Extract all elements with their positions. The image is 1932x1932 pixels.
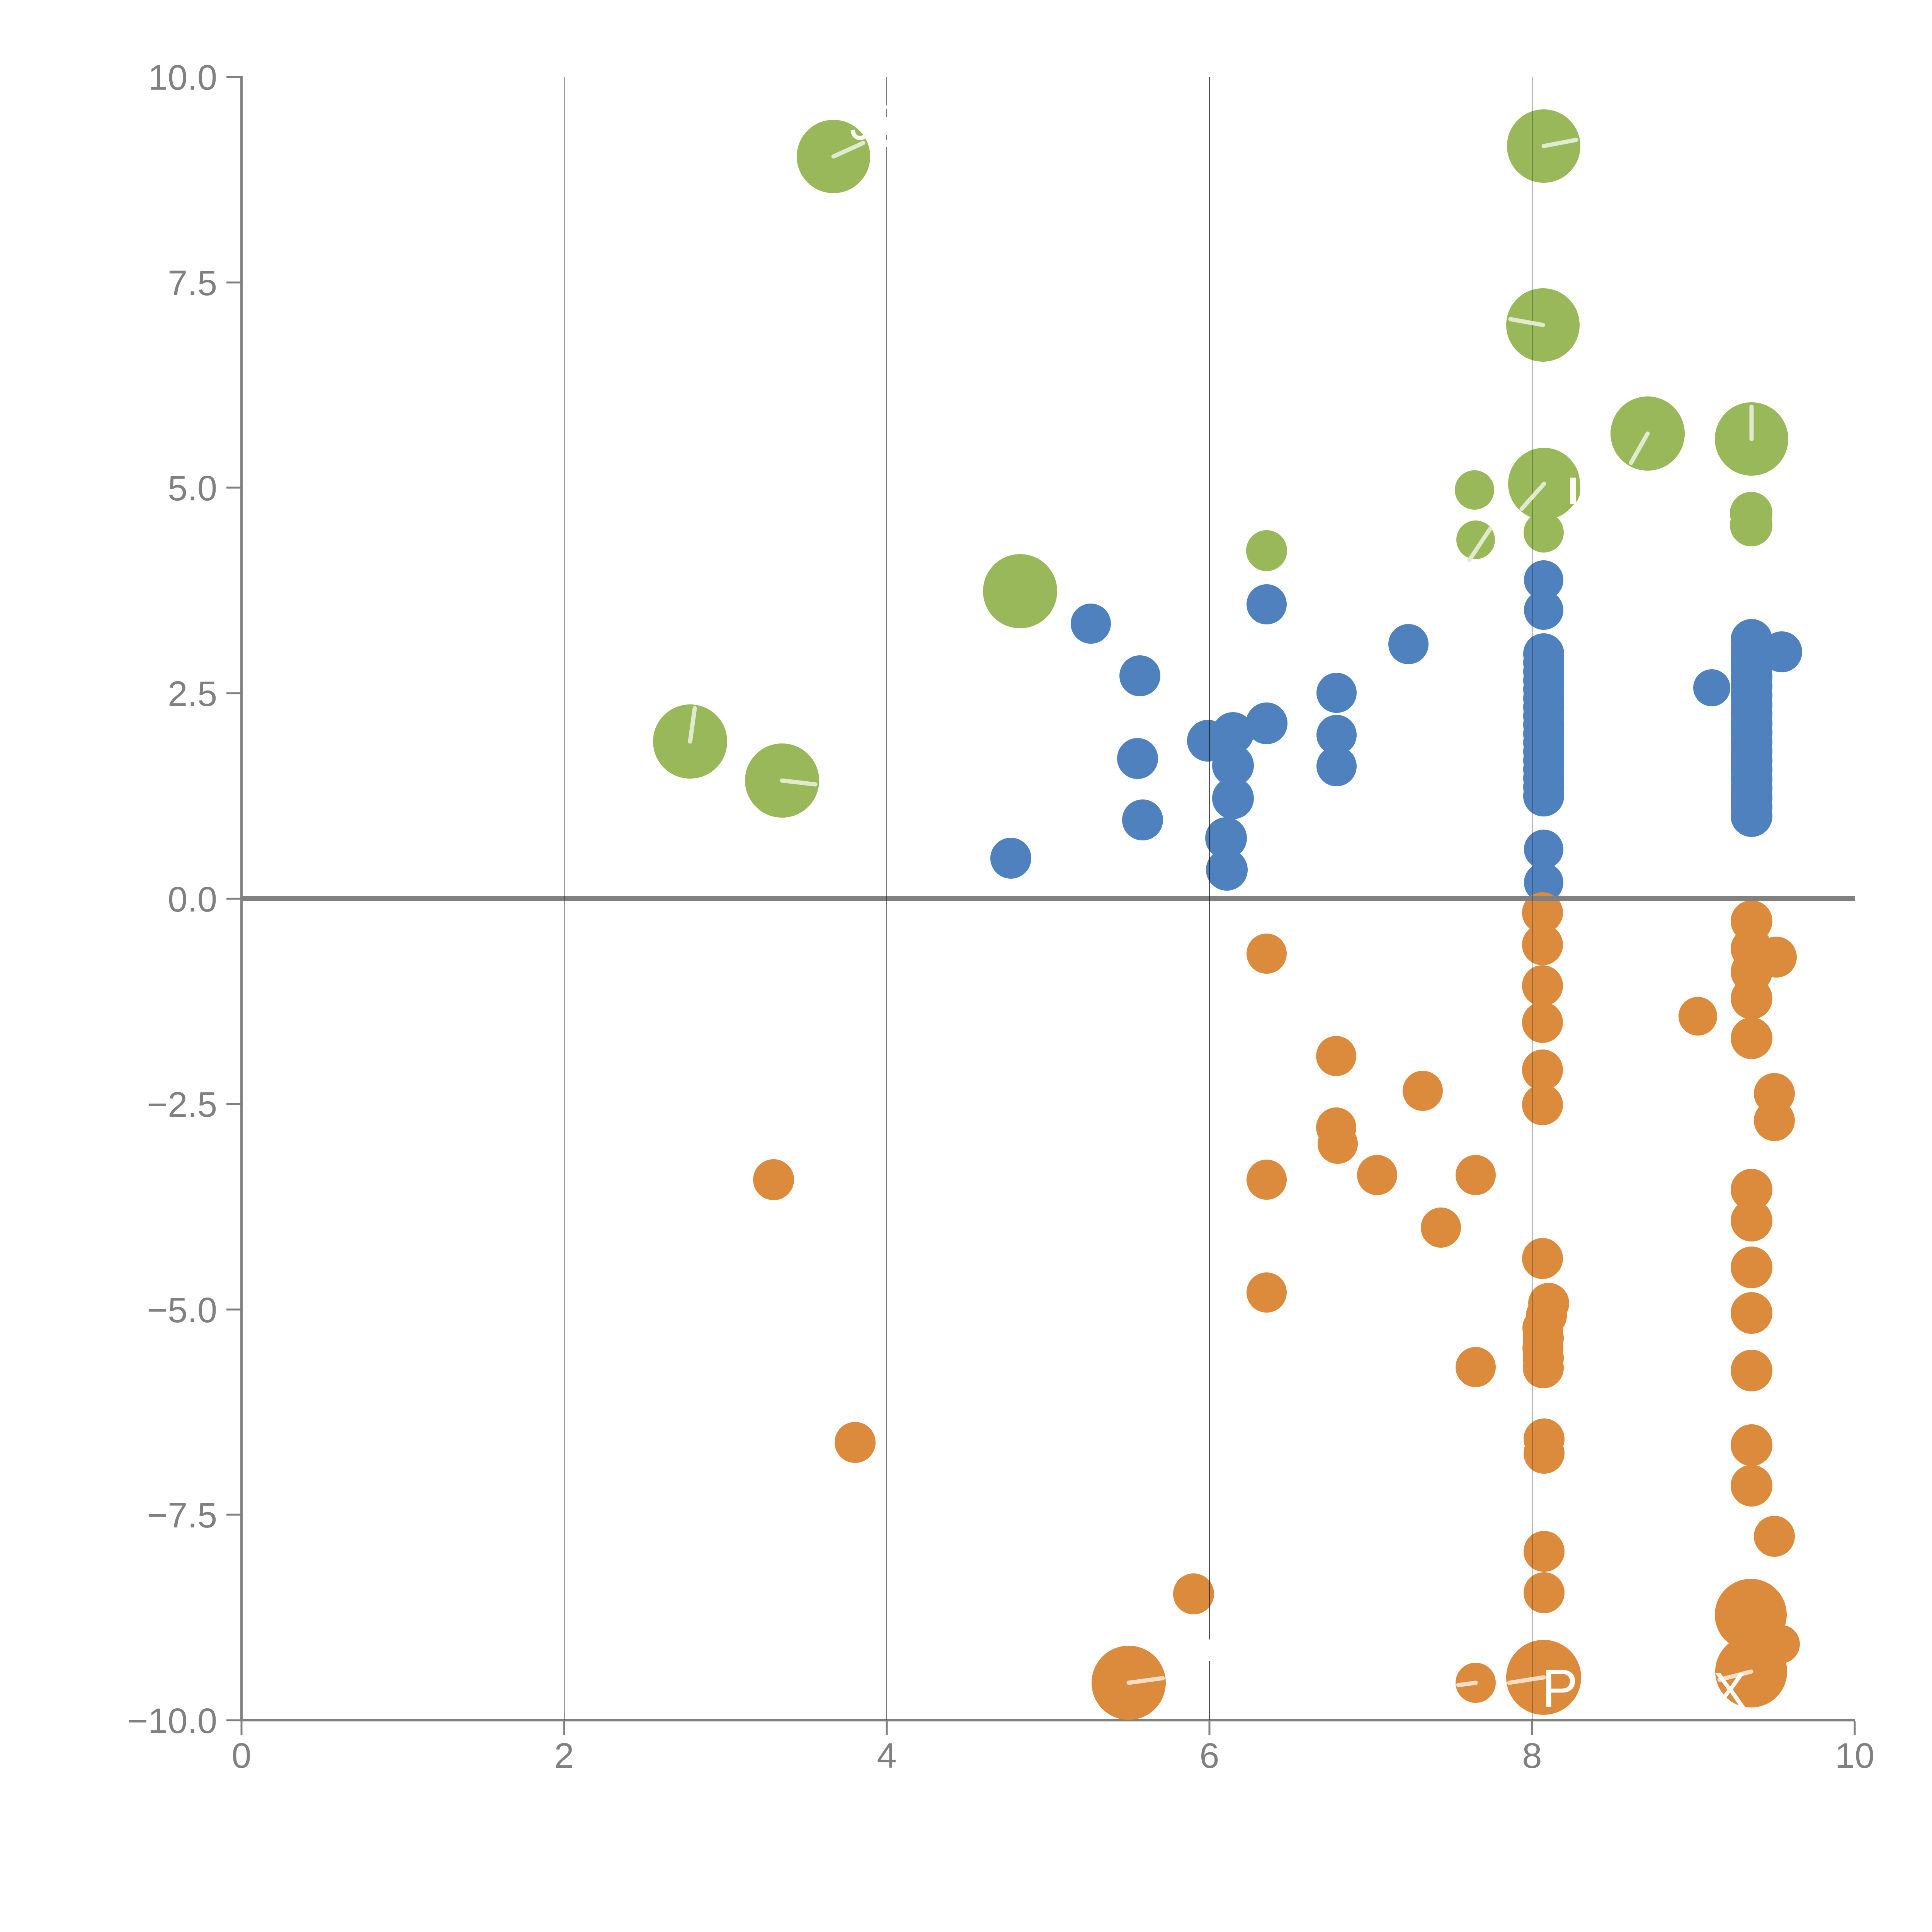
svg-text:2: 2 [554, 1736, 574, 1776]
svg-text:X: X [1713, 1662, 1747, 1719]
svg-text:−5.0: −5.0 [147, 1291, 217, 1330]
svg-text:10: 10 [1835, 1736, 1874, 1776]
svg-text:8: 8 [1522, 1736, 1542, 1776]
svg-text:−2.5: −2.5 [147, 1085, 217, 1124]
svg-text:4: 4 [877, 1736, 896, 1776]
svg-text:−10.0: −10.0 [127, 1701, 217, 1741]
svg-text:−7.5: −7.5 [147, 1496, 217, 1535]
svg-text:7.5: 7.5 [168, 264, 217, 303]
svg-text:P: P [1542, 1658, 1578, 1719]
svg-text:0: 0 [231, 1736, 251, 1776]
svg-text:10.0: 10.0 [148, 58, 217, 97]
svg-text:6: 6 [1199, 1736, 1219, 1776]
svg-text:2.5: 2.5 [168, 674, 217, 714]
svg-text:0.0: 0.0 [168, 880, 217, 919]
svg-text:5.0: 5.0 [168, 469, 217, 508]
